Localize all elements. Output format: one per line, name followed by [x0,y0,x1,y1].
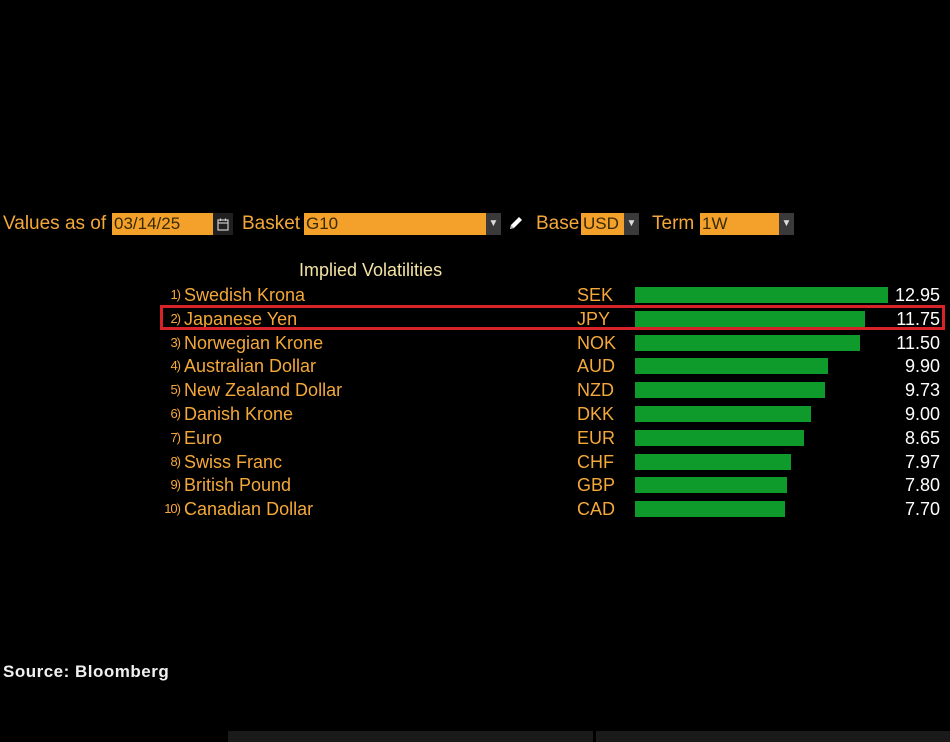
currency-name: Swedish Krona [184,285,306,305]
volatility-bar [635,310,865,327]
row-rank: 8) [170,453,181,469]
chart-row[interactable]: 8) Swiss Franc CHF 7.97 [0,450,950,474]
chart-row[interactable]: 7) Euro EUR 8.65 [0,426,950,450]
row-rank: 9) [170,477,181,493]
basket-dropdown-icon[interactable]: ▼ [486,213,501,235]
term-label: Term [652,213,695,234]
currency-code: NZD [577,380,614,401]
base-select[interactable]: USD [581,213,624,235]
row-rank: 1) [170,287,181,302]
volatility-bar [635,501,786,518]
base-label: Base [536,213,580,234]
row-rank: 2) [170,310,181,326]
value-label: 9.00 [904,404,940,424]
currency-name: Japanese Yen [184,308,298,329]
chart-row[interactable]: 5) New Zealand Dollar NZD 9.73 [0,378,950,402]
currency-name: Canadian Dollar [184,499,314,520]
toolbar: Values as of 03/14/25 Basket G10 ▼ Base … [0,211,950,237]
volatility-bar [635,453,791,470]
currency-code: CHF [577,451,614,472]
currency-code: GBP [577,475,616,496]
calendar-icon[interactable] [213,213,233,235]
value-label: 7.97 [904,451,940,472]
value-label: 8.65 [904,427,940,448]
row-rank: 5) [170,382,181,398]
volatility-bar [635,477,788,494]
values-as-of-label: Values as of [3,213,107,234]
row-rank: 7) [170,429,181,445]
currency-code: EUR [577,427,616,448]
base-dropdown-icon[interactable]: ▼ [624,213,639,235]
basket-select[interactable]: G10 [304,213,486,235]
row-rank: 3) [170,334,181,350]
value-label: 11.50 [896,332,940,353]
currency-code: SEK [577,285,614,305]
volatility-bar [635,334,860,351]
value-label: 7.80 [904,475,940,496]
currency-name: Australian Dollar [184,356,317,377]
row-rank: 10) [164,501,181,517]
currency-code: CAD [577,499,616,520]
currency-name: Euro [184,427,223,448]
chart-row[interactable]: 2) Japanese Yen JPY 11.75 [0,307,950,331]
term-dropdown-icon[interactable]: ▼ [779,213,794,235]
volatility-bar [635,358,829,375]
value-label: 9.73 [904,380,940,401]
source-label: Source: Bloomberg [3,662,170,681]
date-field[interactable]: 03/14/25 [112,213,213,235]
currency-code: AUD [577,356,616,377]
currency-name: Norwegian Krone [184,332,324,353]
volatility-bar [635,429,804,446]
bar-chart: 1) Swedish Krona SEK 12.95 2) Japanese Yen JPY… [0,283,950,523]
currency-code: NOK [577,332,617,353]
volatility-bar [635,382,826,399]
basket-label: Basket [242,213,301,234]
value-label: 11.75 [896,308,940,329]
currency-name: New Zealand Dollar [184,380,343,401]
volatility-bar [635,406,811,422]
chart-row[interactable]: 10) Canadian Dollar CAD 7.70 [0,497,950,521]
chart-title: Implied Volatilities [299,260,443,280]
chart-row[interactable]: 3) Norwegian Krone NOK 11.50 [0,331,950,355]
currency-name: British Pound [184,475,292,496]
chart-row[interactable]: 9) British Pound GBP 7.80 [0,473,950,497]
row-rank: 6) [170,406,181,421]
currency-name: Danish Krone [184,404,294,424]
currency-code: DKK [577,404,615,424]
term-select[interactable]: 1W [700,213,779,235]
value-label: 7.70 [904,499,940,520]
value-label: 9.90 [904,356,940,377]
chart-row[interactable]: 4) Australian Dollar AUD 9.90 [0,354,950,378]
pencil-icon[interactable] [507,214,525,237]
currency-name: Swiss Franc [184,451,283,472]
volatility-bar [635,287,888,303]
bottom-strip [0,731,950,742]
currency-code: JPY [577,308,611,329]
row-rank: 4) [170,358,181,374]
chart-row[interactable]: 1) Swedish Krona SEK 12.95 [0,283,950,307]
value-label: 12.95 [894,285,940,305]
chart-row[interactable]: 6) Danish Krone DKK 9.00 [0,402,950,426]
